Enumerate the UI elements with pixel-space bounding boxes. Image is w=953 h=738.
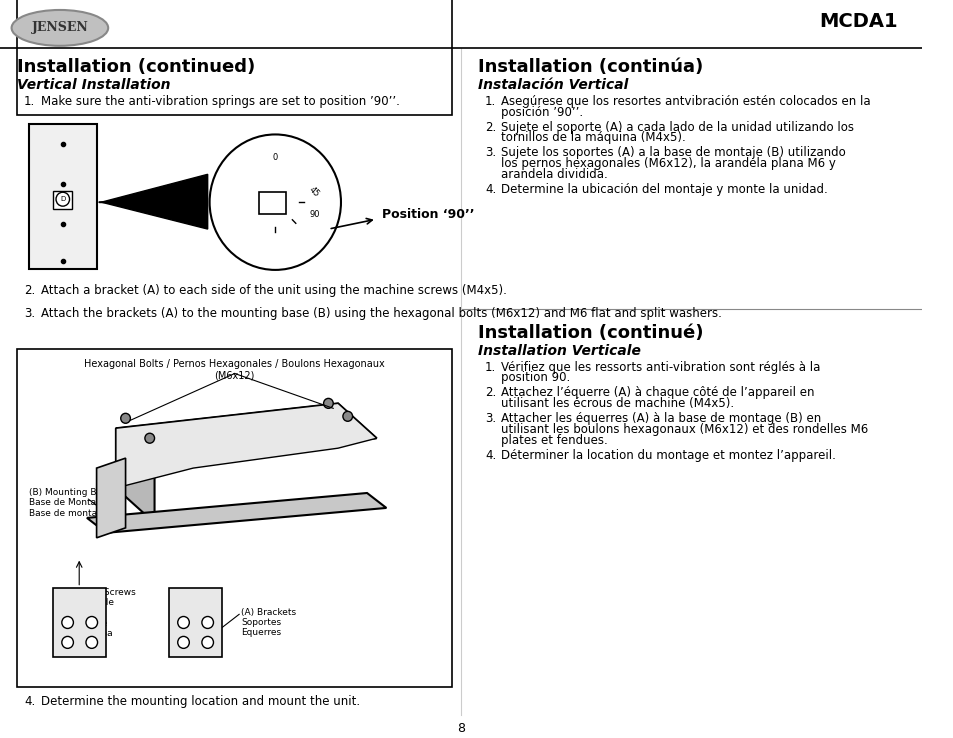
Text: 4.: 4. [484, 183, 496, 196]
Circle shape [86, 636, 97, 649]
Text: 4.: 4. [484, 449, 496, 462]
Text: 90: 90 [309, 210, 319, 218]
Polygon shape [87, 493, 386, 533]
Text: Attachez l’équerre (A) à chaque côté de l’appareil en: Attachez l’équerre (A) à chaque côté de … [500, 387, 814, 399]
Text: Installation Verticale: Installation Verticale [477, 344, 640, 358]
Ellipse shape [11, 10, 108, 46]
Text: los pernos hexagonales (M6x12), la arandela plana M6 y: los pernos hexagonales (M6x12), la arand… [500, 157, 836, 170]
Text: Instalación Vertical: Instalación Vertical [477, 77, 628, 92]
Text: Asegúrese que los resortes antvibración estén colocados en la: Asegúrese que los resortes antvibración … [500, 94, 870, 108]
Circle shape [62, 636, 73, 649]
Text: JENSEN: JENSEN [31, 21, 89, 35]
Text: 3.: 3. [484, 413, 496, 425]
Circle shape [177, 616, 189, 629]
Polygon shape [101, 174, 208, 229]
Text: Vérifiez que les ressorts anti-vibration sont réglés à la: Vérifiez que les ressorts anti-vibration… [500, 361, 820, 373]
Circle shape [56, 192, 70, 206]
Circle shape [202, 616, 213, 629]
Bar [29, 125, 96, 269]
Circle shape [323, 399, 333, 408]
Text: 1.: 1. [484, 361, 496, 373]
Text: Sujete los soportes (A) a la base de montaje (B) utilizando: Sujete los soportes (A) a la base de mon… [500, 146, 845, 159]
Bar [169, 587, 222, 658]
Text: Vertical Installation: Vertical Installation [17, 77, 171, 92]
Text: tornillos de la máquina (M4x5).: tornillos de la máquina (M4x5). [500, 131, 685, 145]
Circle shape [202, 636, 213, 649]
Text: 8: 8 [456, 722, 464, 735]
Text: Make sure the anti-vibration springs are set to position ’90’’.: Make sure the anti-vibration springs are… [41, 94, 399, 108]
Text: 3.: 3. [484, 146, 496, 159]
Text: (A) Brackets
Soportes
Equerres: (A) Brackets Soportes Equerres [241, 607, 296, 638]
Text: Installation (continué): Installation (continué) [477, 324, 703, 342]
Text: 45: 45 [307, 185, 320, 199]
Polygon shape [116, 404, 376, 463]
Text: 1.: 1. [24, 94, 35, 108]
Text: Attach a bracket (A) to each side of the unit using the machine screws (M4x5).: Attach a bracket (A) to each side of the… [41, 284, 506, 297]
Text: 1.: 1. [484, 94, 496, 108]
Circle shape [145, 433, 154, 444]
Circle shape [177, 636, 189, 649]
Circle shape [342, 411, 353, 421]
Circle shape [210, 134, 340, 270]
Text: Déterminer la location du montage et montez l’appareil.: Déterminer la location du montage et mon… [500, 449, 836, 462]
Text: 0: 0 [273, 154, 277, 162]
Text: 3.: 3. [24, 307, 35, 320]
Text: Determine la ubicación del montaje y monte la unidad.: Determine la ubicación del montaje y mon… [500, 183, 827, 196]
Text: Machine Screws
Tornillos de
Machine
Ecrous de
la Máquina
(M4x5): Machine Screws Tornillos de Machine Ecro… [63, 587, 135, 649]
Text: Sujete el soporte (A) a cada lado de la unidad utilizando los: Sujete el soporte (A) a cada lado de la … [500, 120, 854, 134]
Text: 2.: 2. [484, 387, 496, 399]
Text: 4.: 4. [24, 695, 35, 708]
Polygon shape [116, 404, 376, 488]
Polygon shape [96, 458, 126, 538]
Polygon shape [116, 428, 154, 523]
Text: MCDA1: MCDA1 [819, 13, 898, 32]
Text: Hexagonal Bolts / Pernos Hexagonales / Boulons Hexagonaux
(M6x12): Hexagonal Bolts / Pernos Hexagonales / B… [84, 359, 385, 380]
Text: 2.: 2. [484, 120, 496, 134]
Text: Installation (continued): Installation (continued) [17, 58, 255, 76]
Text: utilisant les boulons hexagonaux (M6x12) et des rondelles M6: utilisant les boulons hexagonaux (M6x12)… [500, 424, 867, 436]
Text: position 90.: position 90. [500, 371, 570, 384]
Bar [17, 0, 452, 114]
Circle shape [86, 616, 97, 629]
Bar [17, 348, 452, 687]
Text: Determine the mounting location and mount the unit.: Determine the mounting location and moun… [41, 695, 359, 708]
Circle shape [62, 616, 73, 629]
Text: arandela dividida.: arandela dividida. [500, 168, 607, 182]
Text: posición ’90’’.: posición ’90’’. [500, 106, 583, 119]
Text: utilisant les écrous de machine (M4x5).: utilisant les écrous de machine (M4x5). [500, 397, 734, 410]
Text: (B) Mounting Base
Base de Montaje
Base de montage: (B) Mounting Base Base de Montaje Base d… [29, 488, 112, 518]
Bar [258, 192, 286, 214]
Text: Installation (continúa): Installation (continúa) [477, 58, 702, 76]
Text: 2.: 2. [24, 284, 35, 297]
Circle shape [121, 413, 131, 424]
Text: Position ‘90’’: Position ‘90’’ [381, 207, 474, 221]
Text: plates et fendues.: plates et fendues. [500, 434, 607, 447]
Text: Attacher les équerres (A) à la base de montage (B) en: Attacher les équerres (A) à la base de m… [500, 413, 821, 425]
Text: D: D [60, 196, 66, 202]
Text: Attach the brackets (A) to the mounting base (B) using the hexagonal bolts (M6x1: Attach the brackets (A) to the mounting … [41, 307, 720, 320]
Bar [53, 191, 72, 209]
Bar [53, 587, 106, 658]
